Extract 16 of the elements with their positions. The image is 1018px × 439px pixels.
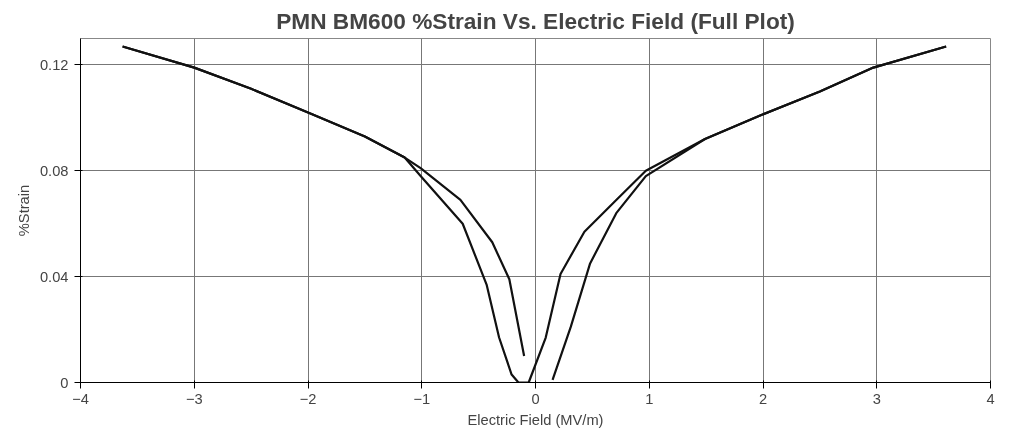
chart-title: PMN BM600 %Strain Vs. Electric Field (Full Plot) xyxy=(276,7,795,34)
x-tick-label: 2 xyxy=(758,390,768,407)
x-tick-label: −4 xyxy=(72,390,89,407)
y-tick-label: 0.12 xyxy=(39,56,69,73)
x-tick-label: −1 xyxy=(413,390,431,407)
x-tick-label: 0 xyxy=(531,390,540,407)
x-tick-label: 4 xyxy=(986,390,995,407)
x-tick-label: −2 xyxy=(299,390,317,407)
x-tick-label: 3 xyxy=(872,390,881,407)
y-tick-label: 0 xyxy=(60,374,69,391)
x-axis-title: Electric Field (MV/m) xyxy=(467,411,604,428)
y-tick-label: 0.08 xyxy=(39,162,69,179)
y-axis-title: %Strain xyxy=(15,184,32,237)
y-tick-label: 0.04 xyxy=(39,268,69,285)
x-tick-label: −3 xyxy=(185,390,203,407)
x-tick-label: 1 xyxy=(645,390,654,407)
